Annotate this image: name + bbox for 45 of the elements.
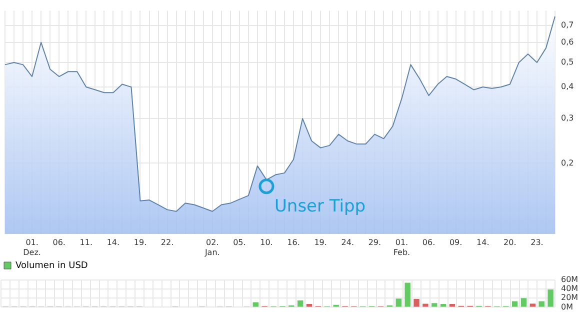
bar [414,299,420,307]
bar [548,290,554,307]
y-tick-label: 0,7 [561,20,574,30]
x-tick-label: 19. [134,238,147,248]
bar [297,300,304,307]
bar [520,298,527,307]
x-tick-label: 23. [530,238,544,248]
x-tick-label: 09. [449,238,462,248]
x-tick-label: 01. Feb. [393,238,410,258]
bar [530,304,536,307]
y-tick-label: 0,2 [561,158,574,168]
bar [440,304,446,307]
bar [306,304,312,307]
y-tick-label: 0,3 [561,114,574,123]
y-tick-label: 0,6 [561,38,574,46]
y-tick-label: 20M [561,293,578,302]
x-tick-label: 20. [504,238,516,248]
bar [538,301,544,307]
bar [396,298,402,307]
y-tick-label: 0,5 [561,58,574,67]
x-tick-label: 19. [314,238,327,248]
x-tick-label: 16. [287,238,300,248]
x-tick-label: 02. Jan. [204,238,220,258]
x-tick-label: 06. [52,238,66,248]
y-tick-label: 60M [561,275,578,284]
x-tick-label: 06. [422,238,436,248]
x-tick-label: 14. [476,238,490,248]
x-tick-label: 29. [368,238,382,248]
y-tick-label: 0M [561,302,574,312]
legend-label: Volumen in USD [16,260,88,271]
x-tick-label: 14. [106,238,120,248]
bar [252,302,259,307]
y-tick-label: 0,4 [561,82,574,92]
x-tick-label: 05. [233,238,246,248]
x-tick-label: 10. [260,238,273,248]
bar [432,303,438,307]
x-tick-label: 11. [80,238,93,248]
y-tick-label: 40M [561,284,578,294]
annotation: Unser Tipp [274,196,366,216]
x-tick-label: 01. Dez. [23,238,41,258]
bar [404,282,410,307]
x-tick-label: 24. [341,238,354,248]
bar [449,304,456,307]
x-tick-label: 22. [160,238,174,248]
bar [422,304,428,307]
